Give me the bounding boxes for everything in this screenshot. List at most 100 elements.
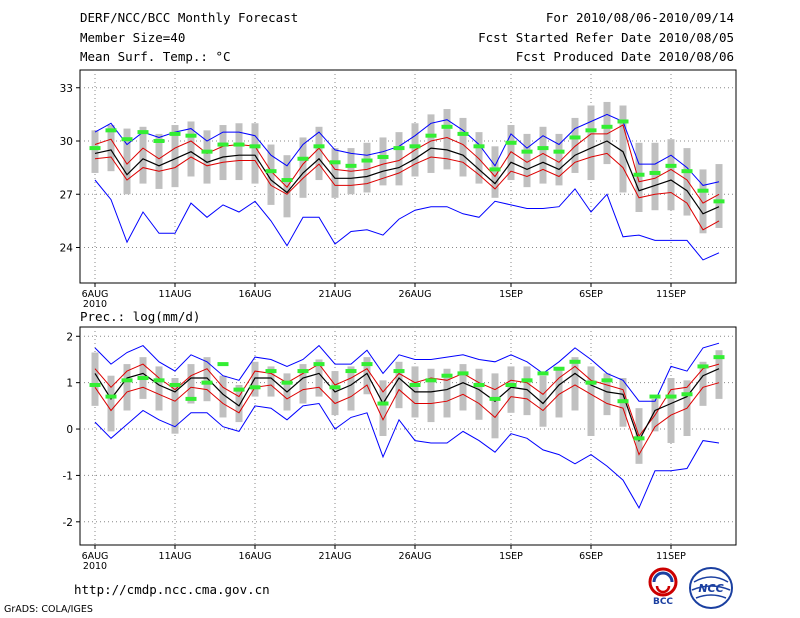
forecast-period: For 2010/08/06-2010/09/14: [545, 10, 734, 25]
observed-marker: [281, 380, 293, 385]
series-max-line: [94, 113, 720, 186]
observed-marker: [297, 156, 309, 161]
observed-marker: [137, 376, 149, 381]
spread-box: [475, 368, 483, 420]
year-label: 2010: [83, 561, 107, 572]
observed-marker: [105, 394, 117, 399]
observed-marker: [425, 378, 437, 383]
observed-marker: [601, 378, 613, 383]
spread-box: [507, 366, 515, 413]
source-url[interactable]: http://cmdp.ncc.cma.gov.cn: [74, 582, 270, 597]
spread-box: [667, 139, 675, 211]
observed-marker: [585, 128, 597, 133]
observed-marker: [345, 369, 357, 374]
svg-text:BCC: BCC: [653, 597, 673, 606]
series-lower-line: [94, 152, 720, 231]
spread-box: [187, 364, 195, 404]
fcst-produced-date: Fcst Produced Date 2010/08/06: [515, 49, 734, 64]
observed-marker: [121, 378, 133, 383]
observed-marker: [201, 380, 213, 385]
spread-box: [603, 373, 611, 416]
spread-box: [427, 114, 435, 173]
observed-marker: [105, 128, 117, 133]
year-label: 2010: [83, 299, 107, 310]
observed-marker: [537, 146, 549, 151]
y-tick-label: 27: [60, 189, 73, 201]
observed-marker: [425, 133, 437, 138]
spread-box: [91, 130, 99, 173]
observed-marker: [265, 369, 277, 374]
observed-marker: [521, 378, 533, 383]
spread-box: [107, 125, 115, 172]
spread-box: [219, 375, 227, 418]
observed-marker: [281, 178, 293, 183]
spread-box: [235, 384, 243, 423]
observed-marker: [249, 144, 261, 149]
y-tick-label: 2: [66, 331, 73, 343]
observed-marker: [89, 382, 101, 387]
observed-marker: [713, 355, 725, 360]
observed-marker: [489, 167, 501, 172]
y-tick-label: -2: [63, 517, 73, 529]
observed-marker: [521, 149, 533, 154]
y-tick-label: 30: [60, 136, 73, 148]
observed-marker: [89, 146, 101, 151]
observed-marker: [249, 385, 261, 390]
observed-marker: [329, 160, 341, 165]
spread-box: [699, 169, 707, 234]
observed-marker: [537, 371, 549, 376]
observed-marker: [185, 133, 197, 138]
observed-marker: [409, 144, 421, 149]
precip-panel-title: Prec.: log(mm/d): [80, 309, 200, 324]
observed-marker: [457, 131, 469, 136]
spread-box: [683, 148, 691, 216]
observed-marker: [393, 146, 405, 151]
spread-box: [555, 368, 563, 418]
observed-marker: [153, 139, 165, 143]
x-tick-label: 16AUG: [239, 289, 272, 300]
y-tick-label: 1: [66, 378, 73, 390]
observed-marker: [681, 392, 693, 397]
observed-marker: [649, 170, 661, 175]
spread-box: [491, 146, 499, 198]
bcc-logo: BCC: [640, 566, 686, 607]
observed-marker: [313, 362, 325, 367]
spread-box: [715, 350, 723, 399]
spread-box: [635, 142, 643, 212]
spread-box: [571, 357, 579, 411]
spread-box: [235, 123, 243, 181]
spread-box: [395, 361, 403, 409]
spread-box: [587, 105, 595, 181]
observed-marker: [633, 436, 645, 441]
observed-marker: [697, 364, 709, 369]
x-tick-label: 6AUG: [82, 289, 109, 300]
spread-box: [187, 121, 195, 177]
spread-box: [283, 155, 291, 218]
x-tick-label: 16AUG: [239, 551, 272, 562]
series-upper-line: [94, 124, 720, 204]
observed-marker: [313, 144, 325, 149]
spread-box: [331, 371, 339, 416]
x-tick-label: 26AUG: [399, 551, 432, 562]
spread-box: [603, 101, 611, 165]
series-upper-line: [94, 363, 720, 438]
spread-box: [715, 164, 723, 228]
observed-marker: [169, 382, 181, 387]
spread-box: [315, 359, 323, 397]
observed-marker: [473, 382, 485, 387]
spread-box: [491, 373, 499, 439]
spread-box: [123, 128, 131, 195]
observed-marker: [665, 394, 677, 399]
observed-marker: [489, 396, 501, 401]
spread-box: [331, 148, 339, 198]
series-max-line: [94, 342, 720, 402]
x-tick-label: 6SEP: [579, 551, 603, 562]
spread-box: [571, 117, 579, 173]
spread-box: [155, 366, 163, 411]
spread-box: [91, 352, 99, 406]
spread-box: [619, 105, 627, 193]
spread-box: [299, 137, 307, 198]
observed-marker: [233, 142, 245, 147]
series-lower-line: [94, 382, 720, 456]
spread-box: [155, 133, 163, 189]
